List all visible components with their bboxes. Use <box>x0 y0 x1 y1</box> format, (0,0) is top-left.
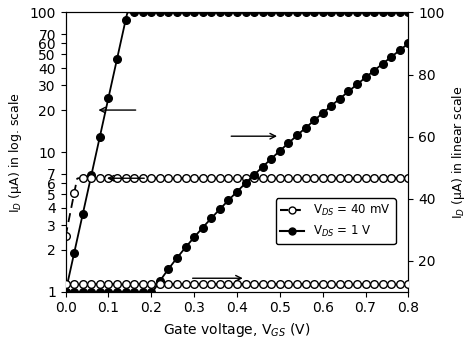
Y-axis label: I$_D$ (μA) in log. scale: I$_D$ (μA) in log. scale <box>7 92 24 213</box>
Legend: V$_{DS}$ = 40 mV, V$_{DS}$ = 1 V: V$_{DS}$ = 40 mV, V$_{DS}$ = 1 V <box>276 198 396 244</box>
Y-axis label: I$_D$ (μA) in linear scale: I$_D$ (μA) in linear scale <box>450 85 467 219</box>
X-axis label: Gate voltage, V$_{GS}$ (V): Gate voltage, V$_{GS}$ (V) <box>163 321 311 339</box>
